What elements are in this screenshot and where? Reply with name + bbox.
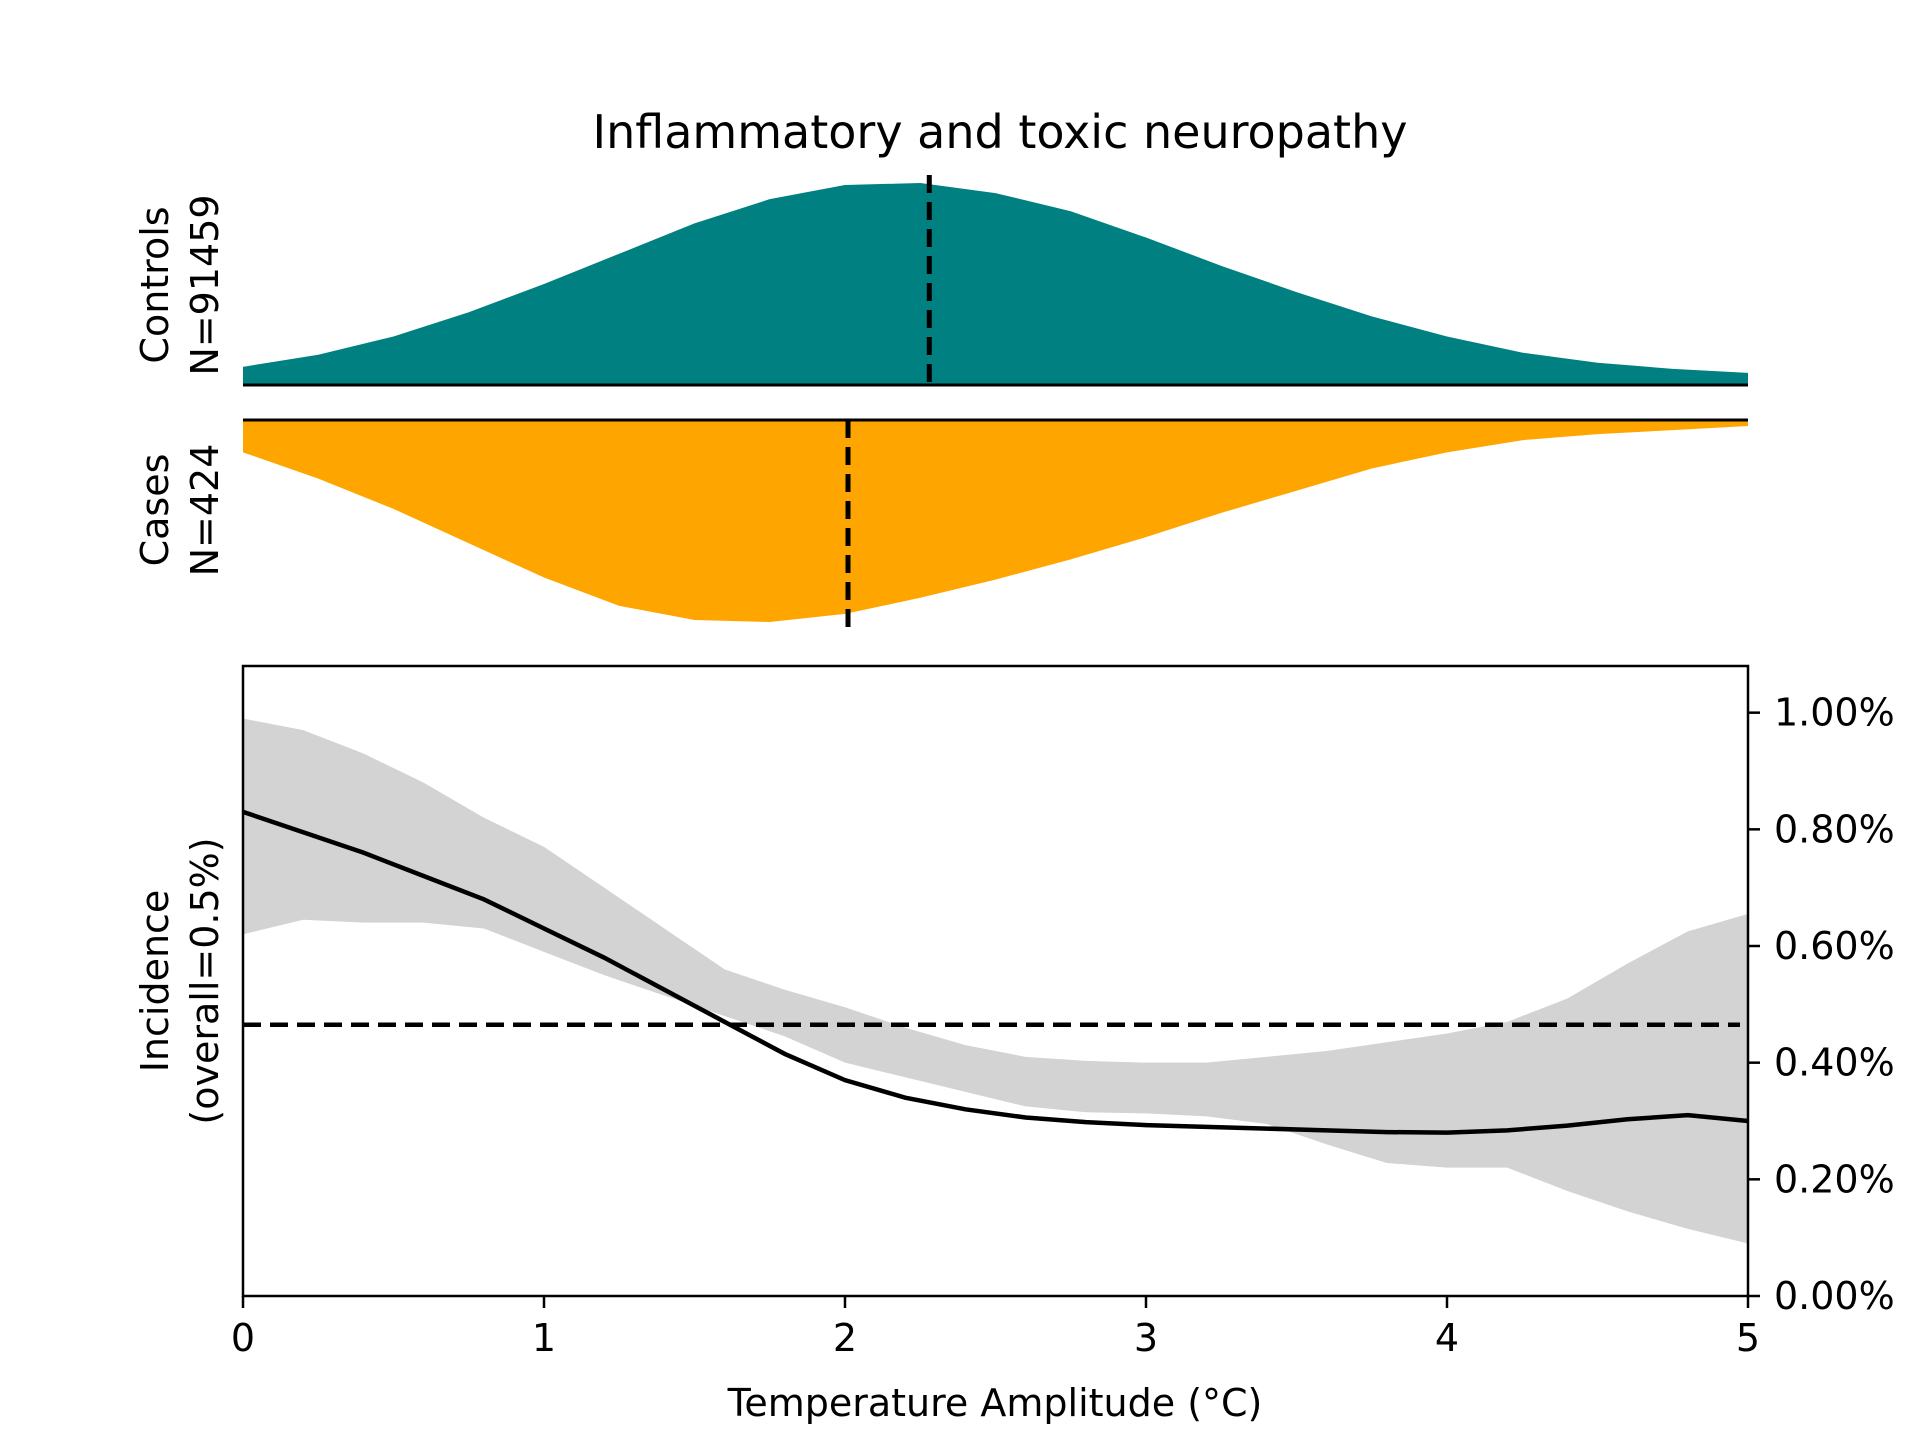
cases-density-panel: Cases N=424 — [133, 418, 1748, 630]
x-tick-label: 5 — [1736, 1316, 1760, 1360]
incidence-panel: 0 1 2 3 4 5 0.00% 0.20% 0.40% 0.60% 0.80% 1.00% Te… — [133, 664, 1895, 1425]
cases-label: Cases — [133, 454, 177, 567]
cases-density-area — [243, 420, 1748, 622]
x-axis-ticks: 0 1 2 3 4 5 — [231, 1296, 1760, 1360]
y-tick-label: 0.60% — [1774, 924, 1895, 968]
x-tick-label: 0 — [231, 1316, 255, 1360]
y-axis-label: Incidence — [133, 890, 177, 1073]
controls-label: Controls — [133, 206, 177, 363]
x-tick-label: 2 — [833, 1316, 857, 1360]
y-tick-label: 0.00% — [1774, 1274, 1895, 1318]
y-tick-label: 0.80% — [1774, 807, 1895, 851]
cases-n-label: N=424 — [183, 444, 227, 577]
x-axis-label: Temperature Amplitude (°C) — [727, 1381, 1263, 1425]
controls-density-panel: Controls N=91459 — [133, 175, 1748, 387]
x-tick-label: 4 — [1435, 1316, 1459, 1360]
controls-n-label: N=91459 — [183, 194, 227, 375]
controls-density-area — [243, 183, 1748, 385]
y-tick-label: 0.20% — [1774, 1157, 1895, 1201]
incidence-line — [242, 809, 1749, 1135]
y-axis-ticks: 0.00% 0.20% 0.40% 0.60% 0.80% 1.00% — [1748, 691, 1895, 1318]
incidence-axes-frame — [241, 664, 1750, 1298]
confidence-band — [243, 718, 1748, 1244]
x-tick-label: 3 — [1134, 1316, 1158, 1360]
y-tick-label: 1.00% — [1774, 691, 1895, 735]
x-tick-label: 1 — [532, 1316, 556, 1360]
y-tick-label: 0.40% — [1774, 1041, 1895, 1085]
chart-title: Inflammatory and toxic neuropathy — [593, 105, 1408, 159]
y-axis-label-sub: (overall=0.5%) — [183, 837, 227, 1124]
